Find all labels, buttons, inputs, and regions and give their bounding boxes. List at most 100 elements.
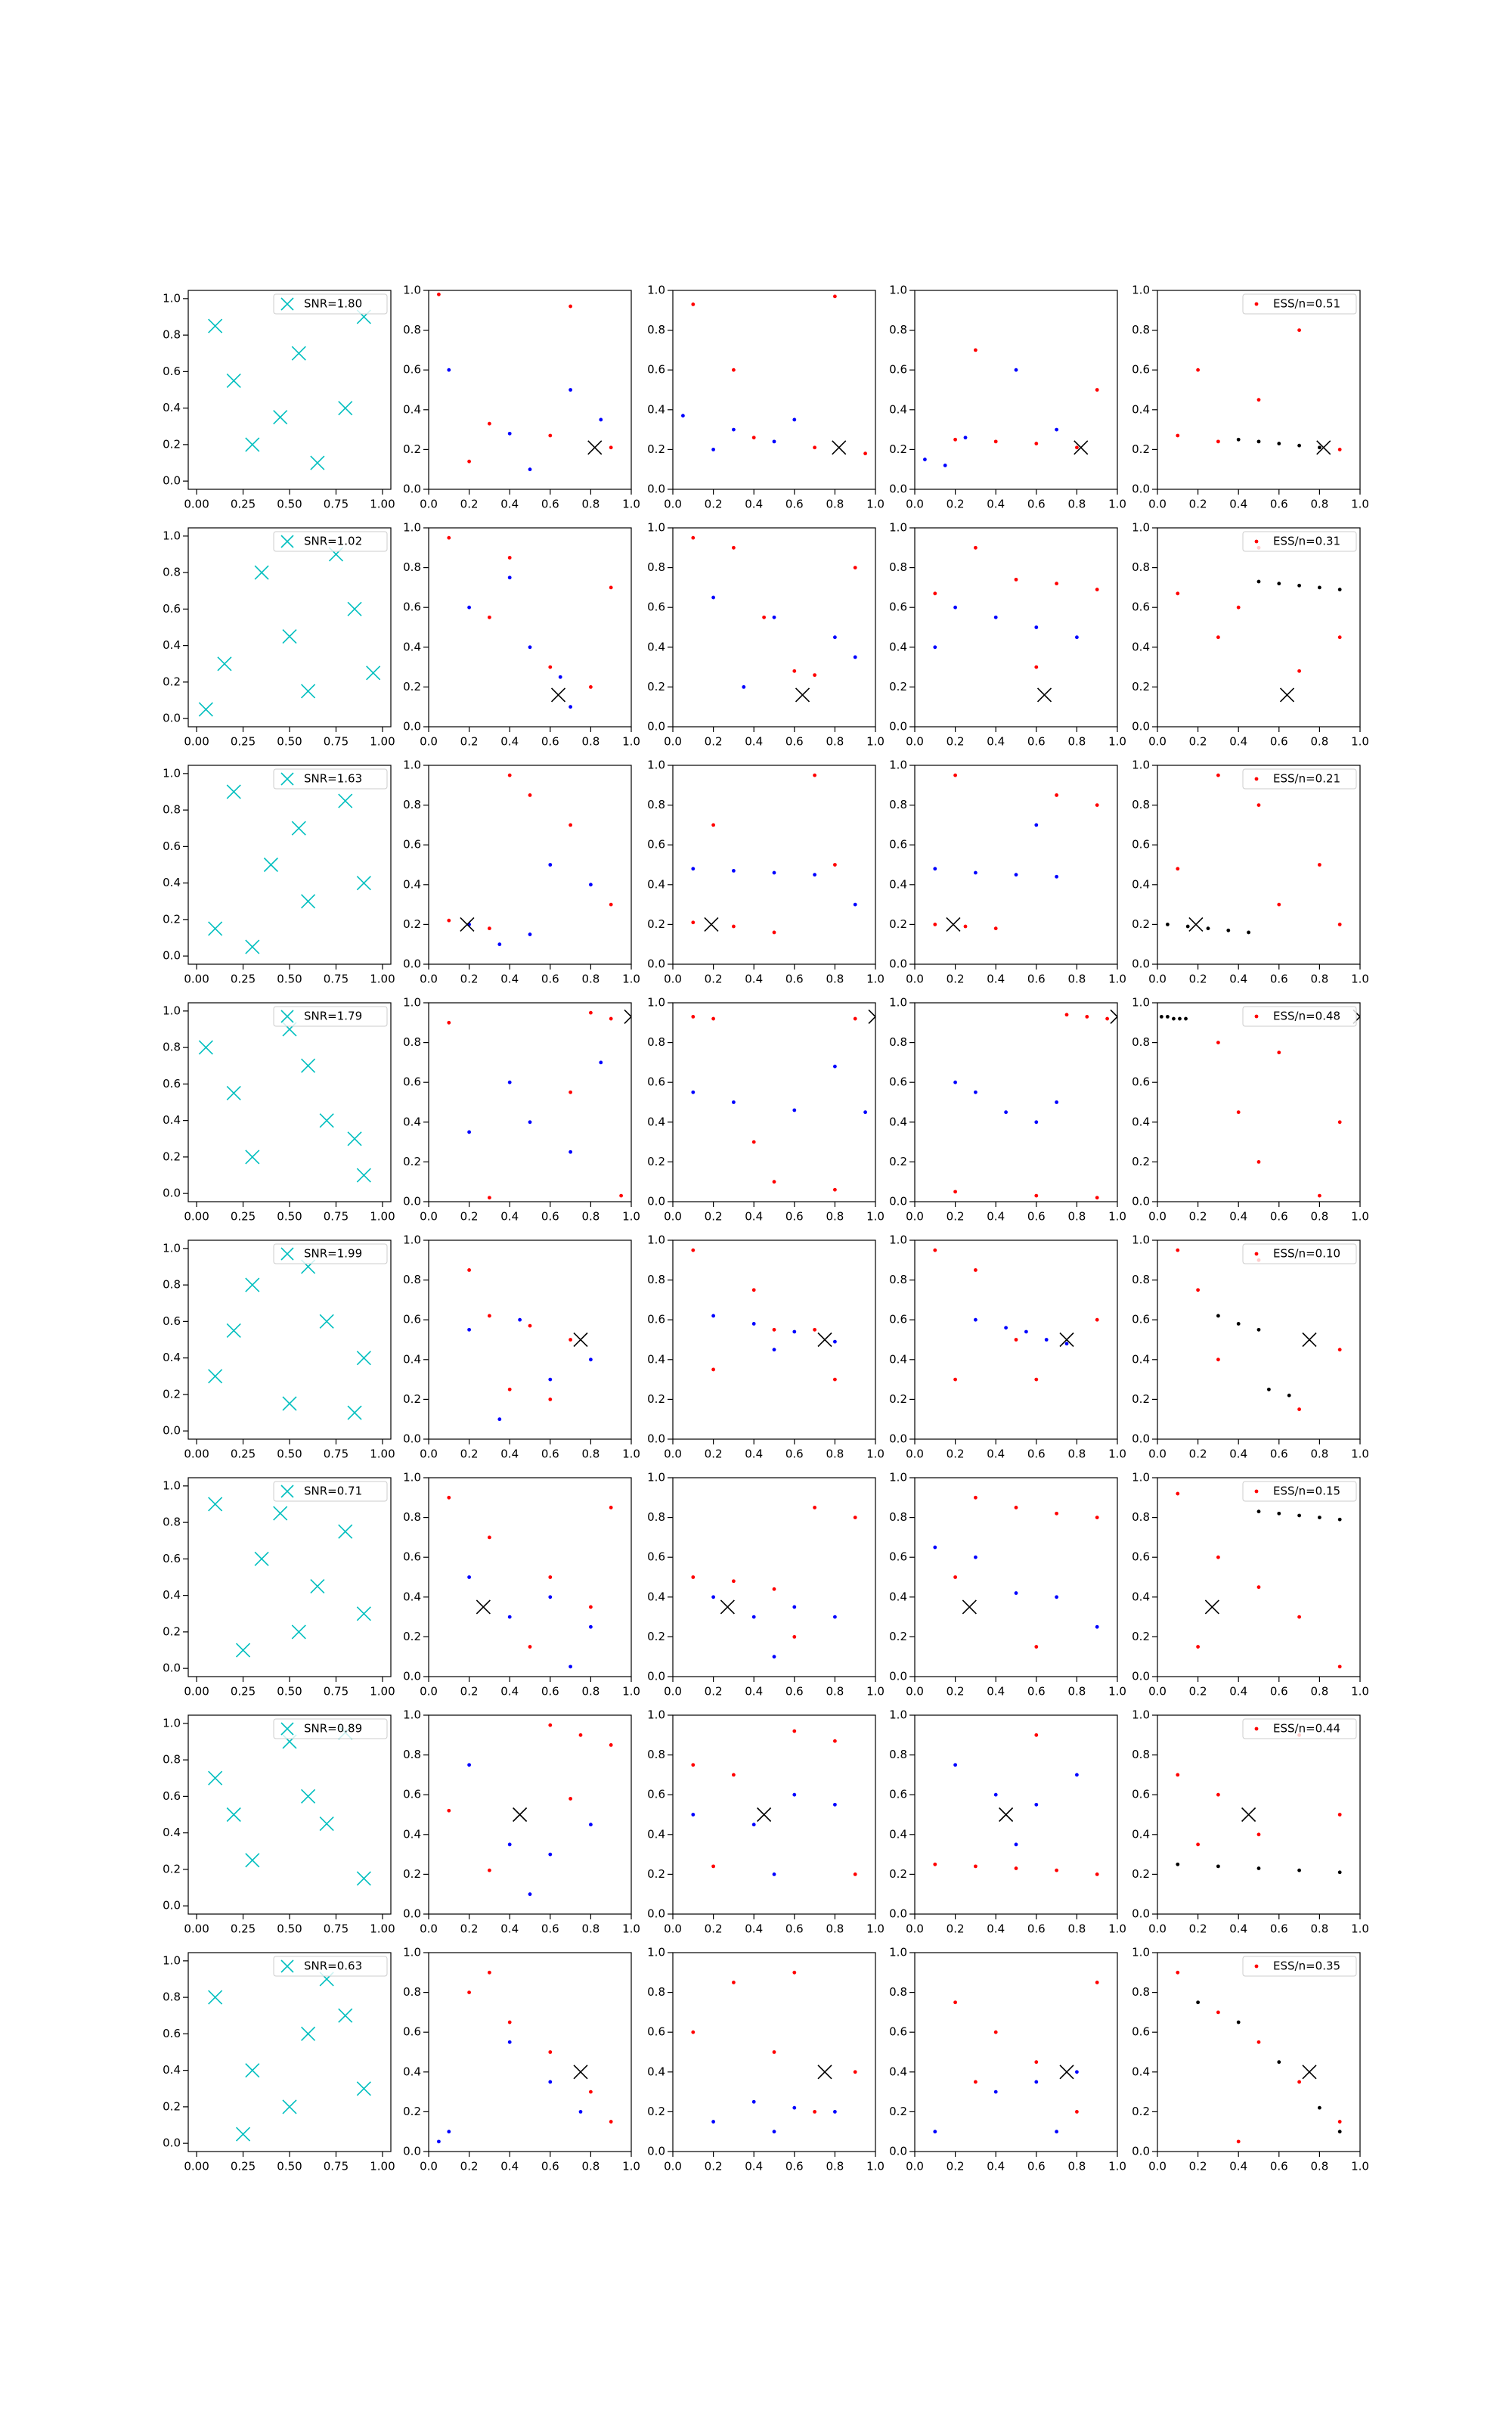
y-tick-label: 0.2 xyxy=(1132,917,1150,931)
legend-marker xyxy=(1254,1964,1259,1969)
point xyxy=(833,2110,837,2114)
x-tick-label: 1.0 xyxy=(866,1922,885,1936)
y-tick-label: 0.6 xyxy=(403,1550,421,1564)
x-marker xyxy=(235,2127,251,2142)
truth-marker xyxy=(573,2065,588,2080)
x-tick-label: 1.0 xyxy=(1351,1447,1369,1461)
point xyxy=(589,1010,593,1015)
point xyxy=(853,1016,857,1021)
x-tick-label: 0.6 xyxy=(785,1210,804,1224)
point xyxy=(993,615,998,619)
y-tick-label: 0.4 xyxy=(403,402,421,416)
y-tick-label: 0.0 xyxy=(403,482,421,496)
point xyxy=(447,535,451,540)
point xyxy=(1095,1317,1099,1322)
point xyxy=(447,2130,451,2134)
truth-marker xyxy=(573,1332,588,1348)
truth-marker xyxy=(1074,440,1089,455)
y-tick-label: 0.0 xyxy=(889,1432,907,1446)
x-tick-label: 0.6 xyxy=(1270,498,1288,511)
x-tick-label: 0.4 xyxy=(987,1447,1005,1461)
point xyxy=(609,445,613,450)
point xyxy=(507,1080,512,1084)
point xyxy=(691,535,696,540)
legend-label: ESS/n=0.31 xyxy=(1273,535,1340,548)
x-tick-label: 0.6 xyxy=(541,735,559,749)
y-tick-label: 1.0 xyxy=(889,1233,907,1247)
truth-marker xyxy=(1036,687,1052,703)
point xyxy=(1014,1338,1018,1342)
point xyxy=(1318,1516,1321,1519)
point xyxy=(1014,1842,1018,1847)
point xyxy=(833,294,837,299)
point xyxy=(488,1868,491,1872)
panel: 0.0 0.2 0.4 0.6 0.8 1.0 0.0 0.2 0.4 0.6 0.8 1.0 xyxy=(403,284,640,511)
point xyxy=(691,302,696,306)
point xyxy=(1337,923,1342,926)
x-tick-label: 0.8 xyxy=(1310,1447,1328,1461)
y-tick-label: 0.4 xyxy=(1132,402,1150,416)
y-tick-label: 0.8 xyxy=(163,1278,181,1292)
points xyxy=(437,292,613,472)
point xyxy=(1185,924,1190,929)
x-tick-label: 0.2 xyxy=(460,973,479,986)
x-tick-label: 0.6 xyxy=(1270,1685,1288,1699)
point xyxy=(1277,1511,1281,1516)
points xyxy=(1159,1009,1360,1198)
point xyxy=(732,1579,736,1584)
point xyxy=(1256,1832,1261,1837)
y-tick-label: 0.4 xyxy=(889,877,907,891)
x-tick-label: 0.50 xyxy=(277,1447,302,1461)
point xyxy=(1297,583,1301,588)
y-tick-label: 0.8 xyxy=(647,1510,665,1524)
x-tick-label: 1.00 xyxy=(370,973,395,986)
legend-box xyxy=(1242,1956,1357,1977)
x-tick-label: 1.0 xyxy=(622,1685,640,1699)
y-tick-label: 0.6 xyxy=(1132,1313,1150,1326)
axes-frame xyxy=(914,290,1118,490)
axes-frame xyxy=(914,1002,1118,1202)
legend-box xyxy=(1242,531,1357,552)
x-tick-label: 1.0 xyxy=(1108,973,1126,986)
x-tick-label: 1.0 xyxy=(1108,1210,1126,1224)
legend-box xyxy=(273,531,388,552)
y-tick-label: 0.8 xyxy=(403,560,421,574)
point xyxy=(1216,1792,1220,1797)
legend-marker xyxy=(1254,1727,1259,1731)
x-tick-label: 0.0 xyxy=(420,498,438,511)
y-tick-label: 0.2 xyxy=(1132,2105,1150,2118)
point xyxy=(711,1864,715,1869)
point xyxy=(974,348,978,352)
truth-marker xyxy=(999,1807,1014,1823)
point xyxy=(833,1377,837,1382)
legend-marker xyxy=(280,297,294,311)
x-marker xyxy=(301,1789,316,1804)
point xyxy=(569,388,572,392)
y-tick-label: 0.2 xyxy=(403,680,421,693)
y-tick-label: 0.0 xyxy=(1132,1670,1150,1683)
point xyxy=(1178,1016,1182,1021)
points xyxy=(691,535,857,703)
x-marker xyxy=(319,1113,334,1128)
x-tick-label: 0.4 xyxy=(745,2160,763,2173)
truth-marker xyxy=(757,1807,772,1823)
point xyxy=(953,1377,957,1382)
point xyxy=(1095,1516,1099,1519)
panel: 0.00 0.25 0.50 0.75 1.00 0.0 0.2 0.4 0.6 0.8 1.0 SN… xyxy=(163,1239,395,1461)
panel: 0.0 0.2 0.4 0.6 0.8 1.0 0.0 0.2 0.4 0.6 0.8 1.0 xyxy=(889,1233,1126,1461)
y-tick-label: 0.2 xyxy=(403,917,421,931)
point xyxy=(569,304,572,309)
point xyxy=(974,1555,978,1559)
y-tick-label: 0.2 xyxy=(647,1392,665,1406)
point xyxy=(1236,2020,1241,2024)
axes-frame xyxy=(1157,1002,1361,1202)
x-tick-label: 0.8 xyxy=(1067,735,1086,749)
point xyxy=(1277,442,1281,445)
point xyxy=(1172,1016,1176,1021)
x-tick-label: 0.8 xyxy=(581,2160,600,2173)
x-tick-label: 0.8 xyxy=(826,1685,844,1699)
y-tick-label: 0.6 xyxy=(163,1789,181,1803)
point xyxy=(1256,1866,1261,1870)
legend-box xyxy=(1242,1243,1357,1264)
y-tick-label: 0.6 xyxy=(889,838,907,852)
